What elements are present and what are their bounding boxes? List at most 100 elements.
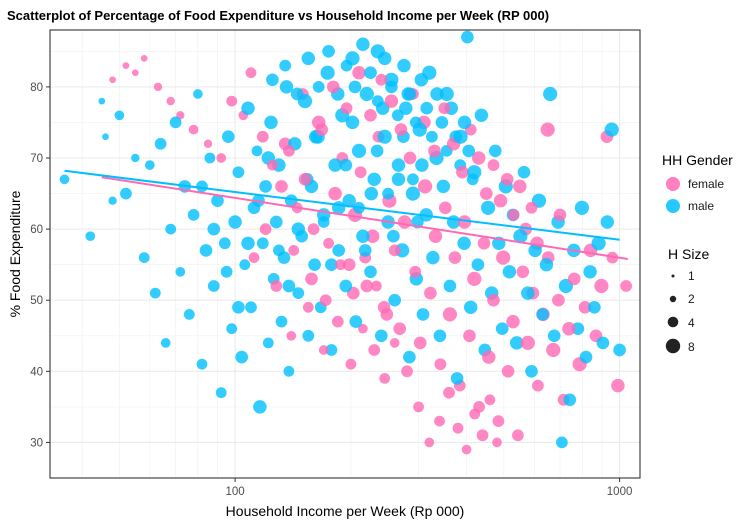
point-male bbox=[262, 337, 274, 349]
point-female bbox=[546, 342, 561, 358]
point-male bbox=[345, 115, 360, 130]
point-female bbox=[578, 300, 592, 314]
point-male bbox=[528, 243, 542, 258]
point-male bbox=[253, 400, 267, 414]
point-female bbox=[283, 145, 295, 157]
point-male bbox=[387, 229, 400, 243]
point-male bbox=[283, 365, 295, 377]
point-male bbox=[251, 145, 263, 157]
point-male bbox=[292, 287, 305, 299]
y-tick-label: 50 bbox=[30, 295, 43, 307]
point-female bbox=[364, 108, 377, 122]
legend-size-8-label: 8 bbox=[688, 340, 695, 354]
legend-size-8-swatch bbox=[665, 338, 681, 354]
legend-size-title: H Size bbox=[668, 246, 709, 262]
point-male bbox=[187, 209, 200, 221]
point-male bbox=[596, 336, 610, 350]
point-female bbox=[428, 144, 441, 158]
point-male bbox=[377, 129, 392, 144]
point-female bbox=[413, 336, 427, 350]
point-female bbox=[424, 437, 435, 448]
point-male bbox=[539, 257, 554, 272]
point-male bbox=[325, 258, 338, 272]
point-male bbox=[228, 215, 242, 229]
point-male bbox=[264, 115, 278, 130]
point-female bbox=[482, 350, 496, 364]
point-female bbox=[331, 315, 344, 328]
point-female bbox=[428, 229, 443, 243]
point-female bbox=[288, 245, 300, 256]
point-male bbox=[420, 101, 434, 115]
point-female bbox=[358, 323, 368, 334]
point-female bbox=[245, 67, 257, 79]
point-male bbox=[247, 201, 261, 215]
point-male bbox=[382, 187, 394, 200]
point-female bbox=[340, 102, 353, 115]
point-female bbox=[188, 124, 199, 135]
point-female bbox=[463, 329, 476, 343]
point-male bbox=[102, 133, 109, 141]
point-female bbox=[216, 153, 227, 163]
point-male bbox=[574, 200, 590, 215]
y-tick-label: 80 bbox=[30, 82, 43, 94]
point-female bbox=[507, 209, 520, 221]
x-tick-label: 100 bbox=[226, 486, 245, 498]
point-male bbox=[275, 315, 288, 328]
point-male bbox=[282, 279, 296, 293]
point-male bbox=[374, 329, 388, 343]
y-tick-label: 60 bbox=[30, 224, 43, 236]
point-female bbox=[352, 65, 366, 80]
trend-line-male bbox=[64, 169, 620, 241]
point-male bbox=[196, 358, 208, 370]
point-female bbox=[471, 151, 486, 165]
point-female bbox=[307, 223, 320, 235]
y-tick-label: 40 bbox=[30, 366, 43, 378]
y-tick-label: 30 bbox=[30, 437, 43, 449]
point-male bbox=[232, 166, 245, 179]
legend-size-4-swatch bbox=[667, 316, 679, 328]
point-female bbox=[492, 415, 505, 427]
point-female bbox=[302, 301, 314, 313]
point-male bbox=[120, 187, 132, 200]
point-male bbox=[405, 186, 420, 201]
plot-panel bbox=[49, 29, 641, 479]
point-male bbox=[138, 252, 150, 263]
point-male bbox=[433, 329, 447, 343]
point-female bbox=[365, 229, 380, 243]
point-male bbox=[256, 237, 269, 250]
point-female bbox=[456, 165, 469, 179]
legend-color-title: HH Gender bbox=[662, 152, 733, 168]
legend-size-2-label: 2 bbox=[688, 292, 695, 306]
point-female bbox=[384, 94, 399, 108]
point-male bbox=[385, 80, 398, 94]
point-female bbox=[122, 62, 130, 69]
point-male bbox=[220, 265, 233, 278]
point-female bbox=[567, 272, 581, 286]
point-female bbox=[492, 437, 502, 448]
point-female bbox=[512, 429, 524, 442]
point-male bbox=[364, 265, 377, 279]
point-female bbox=[267, 159, 278, 171]
point-male bbox=[517, 165, 531, 179]
point-female bbox=[153, 82, 163, 92]
point-female bbox=[500, 172, 514, 186]
point-male bbox=[59, 174, 70, 185]
point-male bbox=[356, 229, 370, 243]
point-male bbox=[356, 37, 370, 51]
point-female bbox=[409, 265, 422, 278]
point-male bbox=[359, 86, 374, 102]
point-male bbox=[391, 158, 406, 172]
point-female bbox=[298, 172, 312, 186]
point-female bbox=[467, 271, 482, 286]
point-female bbox=[379, 373, 391, 384]
point-female bbox=[553, 208, 567, 222]
point-male bbox=[466, 173, 479, 186]
point-male bbox=[342, 193, 356, 208]
point-female bbox=[248, 252, 260, 263]
point-female bbox=[259, 223, 272, 235]
point-male bbox=[495, 322, 509, 336]
point-female bbox=[140, 55, 148, 62]
point-male bbox=[436, 179, 451, 194]
point-female bbox=[109, 76, 116, 84]
point-male bbox=[245, 301, 257, 314]
